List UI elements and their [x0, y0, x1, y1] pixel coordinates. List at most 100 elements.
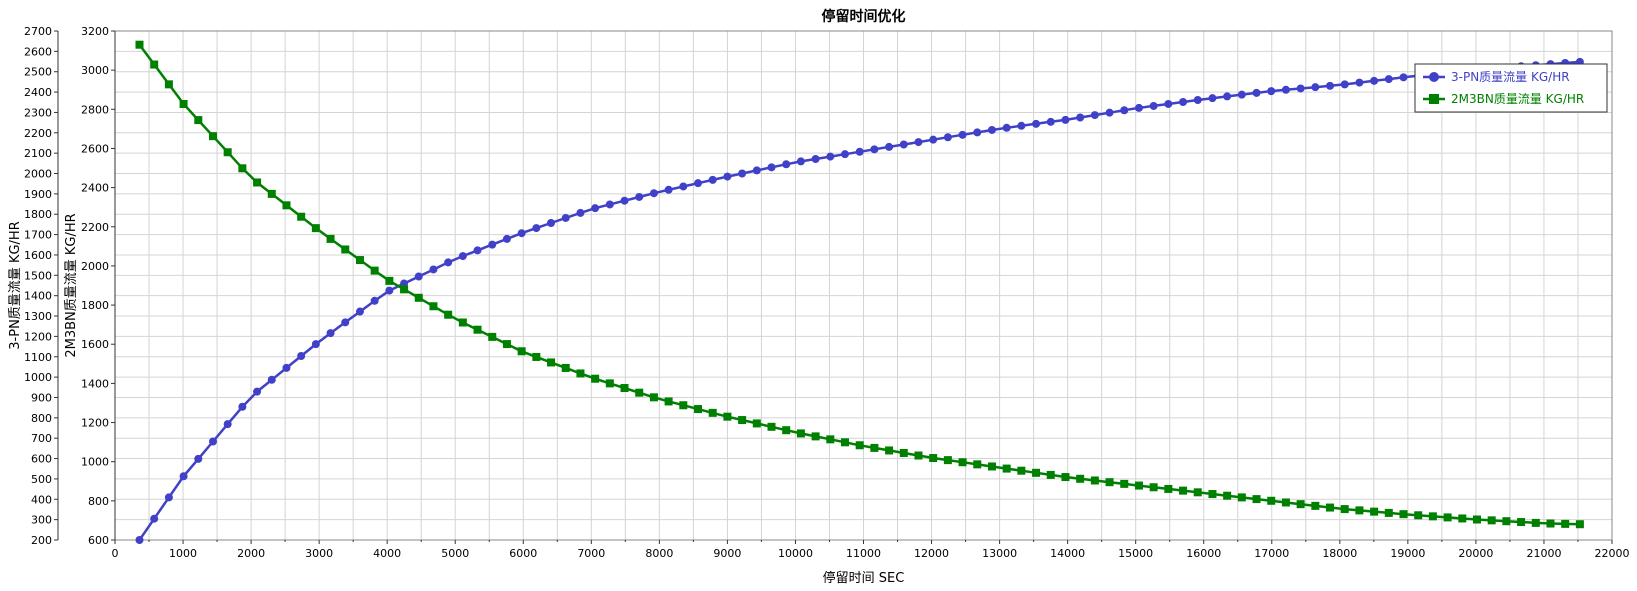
x-tick-label: 20000	[1458, 547, 1493, 560]
x-tick-label: 21000	[1526, 547, 1561, 560]
y-tick-label-3pn: 1100	[24, 351, 52, 364]
y-tick-label-3pn: 1900	[24, 188, 52, 201]
data-point	[1002, 123, 1011, 132]
data-point	[1134, 481, 1143, 490]
data-point	[1340, 80, 1349, 89]
legend-entry: 3-PN质量流量 KG/HR	[1423, 70, 1570, 84]
data-point	[1502, 517, 1511, 526]
data-point	[326, 329, 335, 338]
data-point	[1046, 117, 1055, 126]
data-point	[1032, 468, 1041, 477]
data-point	[1267, 87, 1276, 96]
y-tick-label-3pn: 200	[31, 534, 52, 547]
y-tick-label-3pn: 800	[31, 412, 52, 425]
data-point	[620, 384, 629, 393]
data-point	[1017, 466, 1026, 475]
data-point	[605, 379, 614, 388]
y-tick-label-2m3bn: 600	[88, 534, 109, 547]
x-tick-label: 1000	[169, 547, 197, 560]
data-point	[1296, 84, 1305, 93]
data-point	[400, 285, 409, 294]
y-axis-title-2m3bn: 2M3BN质量流量 KG/HR	[64, 213, 79, 357]
data-point	[164, 493, 173, 502]
data-point	[649, 393, 658, 402]
series-line	[138, 60, 1580, 541]
data-point	[723, 172, 732, 181]
y-tick-label-3pn: 300	[31, 514, 52, 527]
y-tick-label-3pn: 600	[31, 453, 52, 466]
data-point	[620, 196, 629, 205]
y-tick-label-2m3bn: 1000	[81, 456, 109, 469]
data-point	[1134, 103, 1143, 112]
data-point	[1414, 511, 1423, 520]
y-tick-label-3pn: 2600	[24, 45, 52, 58]
y-tick-label-2m3bn: 1400	[81, 377, 109, 390]
y-tick-label-3pn: 1400	[24, 290, 52, 303]
y-tick-label-2m3bn: 2400	[81, 182, 109, 195]
y-tick-label-2m3bn: 1800	[81, 299, 109, 312]
y-tick-label-2m3bn: 1200	[81, 417, 109, 430]
data-point	[473, 246, 482, 255]
data-point	[885, 142, 894, 151]
data-point	[885, 446, 894, 455]
data-point	[1046, 470, 1055, 479]
data-point	[1179, 97, 1188, 106]
data-point	[341, 318, 350, 327]
data-point	[576, 208, 585, 217]
x-tick-label: 14000	[1050, 547, 1085, 560]
data-point	[1149, 101, 1158, 110]
data-point	[547, 219, 556, 228]
data-point	[1575, 520, 1584, 529]
data-point	[1281, 498, 1290, 507]
x-tick-label: 2000	[237, 547, 265, 560]
data-point	[943, 133, 952, 142]
data-point	[297, 352, 306, 361]
data-point	[738, 416, 747, 425]
data-point	[1105, 478, 1114, 487]
x-tick-label: 10000	[778, 547, 813, 560]
y-tick-label-3pn: 900	[31, 391, 52, 404]
data-point	[1326, 81, 1335, 90]
y-tick-label-3pn: 1600	[24, 249, 52, 262]
x-tick-label: 4000	[373, 547, 401, 560]
y-tick-label-3pn: 2500	[24, 66, 52, 79]
y-tick-label-2m3bn: 2600	[81, 142, 109, 155]
data-point	[958, 458, 967, 467]
x-tick-label: 19000	[1390, 547, 1425, 560]
data-point	[164, 80, 173, 89]
grid	[114, 30, 1613, 541]
data-point	[238, 164, 247, 173]
data-point	[488, 240, 497, 249]
data-point	[488, 332, 497, 341]
legend-label: 2M3BN质量流量 KG/HR	[1451, 92, 1584, 106]
data-point	[1105, 108, 1114, 117]
data-point	[826, 435, 835, 444]
y-tick-label-3pn: 500	[31, 473, 52, 486]
data-point	[473, 325, 482, 334]
data-point	[444, 258, 453, 267]
data-point	[1090, 111, 1099, 120]
data-point	[1193, 96, 1202, 105]
data-point	[1090, 476, 1099, 485]
data-point	[502, 340, 511, 349]
x-tick-label: 9000	[713, 547, 741, 560]
x-tick-label: 12000	[914, 547, 949, 560]
data-point	[1223, 92, 1232, 101]
data-point	[1223, 491, 1232, 500]
chart-title: 停留时间优化	[822, 8, 906, 25]
data-point	[458, 318, 467, 327]
data-point	[267, 189, 276, 198]
data-point	[194, 116, 203, 125]
data-point	[444, 310, 453, 319]
data-point	[870, 443, 879, 452]
data-point	[855, 441, 864, 450]
y-tick-label-2m3bn: 2800	[81, 103, 109, 116]
data-point	[1458, 514, 1467, 523]
y-tick-label-3pn: 1700	[24, 229, 52, 242]
data-point	[1061, 473, 1070, 482]
data-point	[1340, 505, 1349, 514]
data-point	[223, 420, 232, 429]
data-point	[458, 252, 467, 261]
x-tick-label: 16000	[1186, 547, 1221, 560]
data-point	[840, 150, 849, 159]
